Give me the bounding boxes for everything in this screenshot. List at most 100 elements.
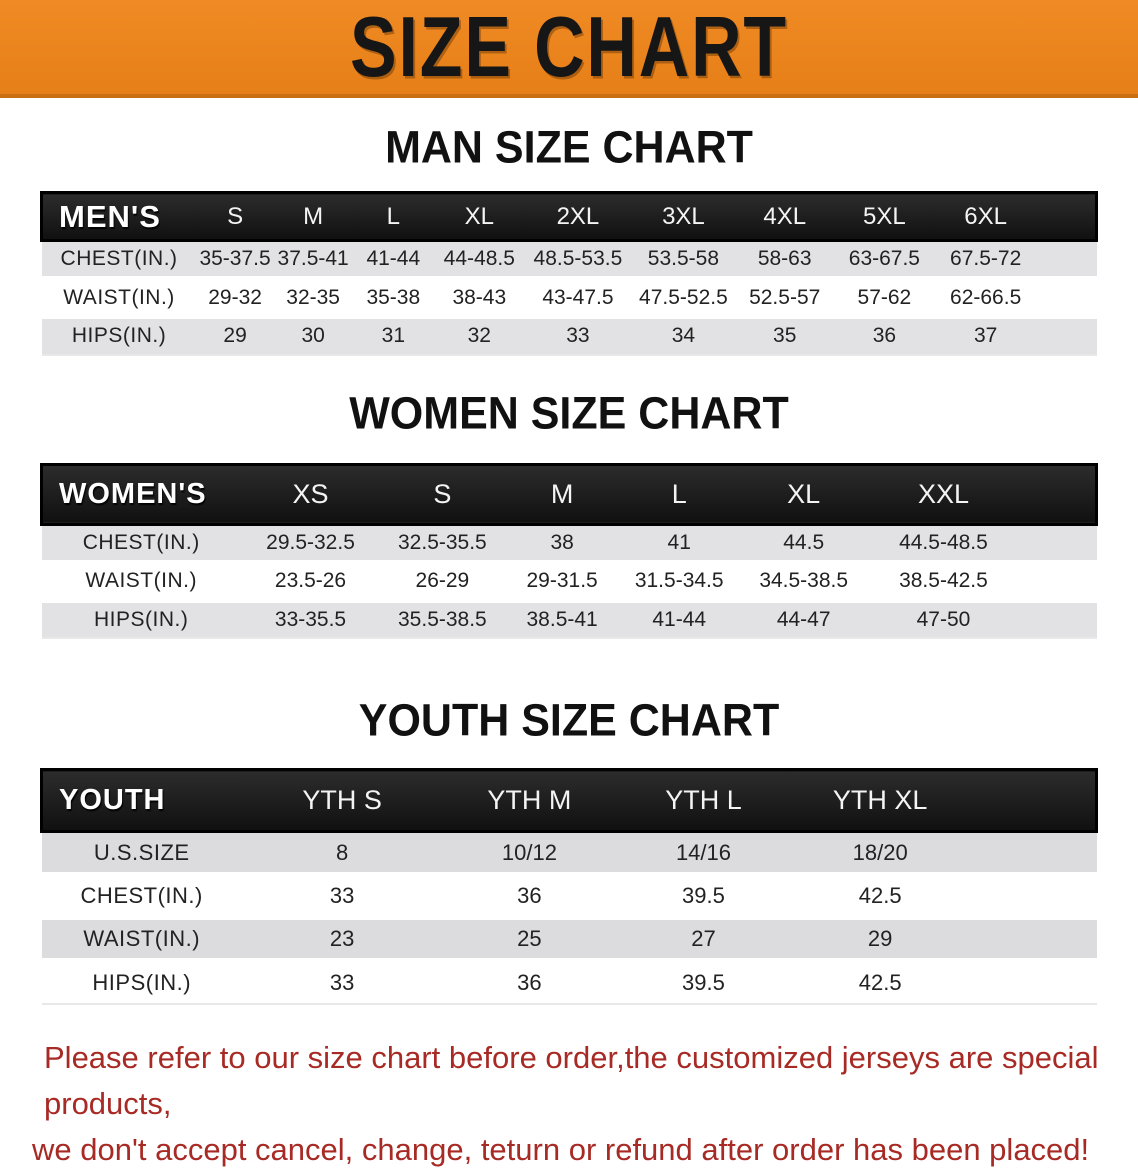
measurement-value: 32 xyxy=(433,316,525,356)
measurement-value: 58-63 xyxy=(735,240,834,281)
measurement-value: 67.5-72 xyxy=(935,240,1037,281)
measurement-value: 29-31.5 xyxy=(504,562,620,603)
measurement-row: WAIST(IN.) 23 25 27 29 xyxy=(41,917,1097,963)
size-column-header: L xyxy=(619,462,739,526)
measurement-value: 44-47 xyxy=(738,600,869,639)
size-column-header: M xyxy=(504,462,620,526)
measurement-value: 23 xyxy=(241,917,443,963)
row-spacer xyxy=(969,831,1097,877)
measurement-value: 25 xyxy=(442,917,617,963)
measurement-row-label: U.S.SIZE xyxy=(41,831,242,877)
measurement-value: 44.5-48.5 xyxy=(868,524,1019,565)
row-spacer xyxy=(969,960,1097,1005)
row-spacer xyxy=(1018,600,1097,639)
measurement-value: 39.5 xyxy=(616,874,791,920)
size-column-header: YTH S xyxy=(241,768,443,833)
measurement-row: CHEST(IN.) 29.5-32.5 32.5-35.5 38 41 44.5 44.5… xyxy=(41,524,1097,565)
measurement-value: 30 xyxy=(273,316,353,356)
size-column-header: L xyxy=(352,191,434,242)
size-column-header: S xyxy=(380,462,505,526)
size-column-header: 3XL xyxy=(631,191,736,242)
women-size-table: WOMEN'S XS S M L XL XXL CHEST(IN.) 29.5-32.5 32.5… xyxy=(39,462,1099,639)
measurement-row: WAIST(IN.) 29-32 32-35 35-38 38-43 43-47.5 47.… xyxy=(41,278,1097,319)
measurement-row-label: HIPS(IN.) xyxy=(41,316,197,356)
measurement-value: 34 xyxy=(631,316,736,356)
measurement-value: 29 xyxy=(196,316,274,356)
measurement-value: 62-66.5 xyxy=(935,278,1037,319)
measurement-value: 33 xyxy=(241,960,443,1005)
measurement-value: 36 xyxy=(442,874,617,920)
measurement-value: 8 xyxy=(241,831,443,877)
measurement-value: 39.5 xyxy=(616,960,791,1005)
row-spacer xyxy=(1018,562,1097,603)
row-spacer xyxy=(1036,316,1097,356)
table-group-label: WOMEN'S xyxy=(39,462,241,526)
measurement-value: 29 xyxy=(790,917,970,963)
measurement-value: 42.5 xyxy=(790,960,970,1005)
youth-size-table: YOUTH YTH S YTH M YTH L YTH XL U.S.SIZE 8 10/12… xyxy=(39,768,1098,1005)
women-section-heading: WOMEN SIZE CHART xyxy=(349,388,789,439)
measurement-row-label: CHEST(IN.) xyxy=(41,524,241,565)
size-column-header: 2XL xyxy=(524,191,632,242)
measurement-value: 38-43 xyxy=(433,278,525,319)
measurement-value: 41-44 xyxy=(619,600,739,639)
measurement-value: 32-35 xyxy=(273,278,353,319)
header-spacer xyxy=(1036,191,1099,242)
size-column-header: XS xyxy=(240,462,381,526)
youth-section-heading: YOUTH SIZE CHART xyxy=(358,695,780,747)
man-section-heading: MAN SIZE CHART xyxy=(385,122,753,174)
measurement-value: 33-35.5 xyxy=(240,600,381,639)
measurement-value: 27 xyxy=(616,917,791,963)
size-column-header: 4XL xyxy=(735,191,834,242)
measurement-value: 35 xyxy=(735,316,834,356)
measurement-row: HIPS(IN.) 33-35.5 35.5-38.5 38.5-41 41-44 44-… xyxy=(41,600,1097,639)
measurement-value: 36 xyxy=(833,316,936,356)
measurement-value: 44-48.5 xyxy=(433,240,525,281)
measurement-value: 23.5-26 xyxy=(240,562,381,603)
women-table-wrap: WOMEN'S XS S M L XL XXL CHEST(IN.) 29.5-32.5 32.5… xyxy=(0,462,1138,639)
measurement-value: 37.5-41 xyxy=(273,240,353,281)
size-header-row: MEN'S S M L XL 2XL 3XL 4XL 5XL 6XL xyxy=(39,191,1099,242)
size-header-row: WOMEN'S XS S M L XL XXL xyxy=(39,462,1099,526)
measurement-value: 31 xyxy=(352,316,434,356)
size-column-header: YTH L xyxy=(616,768,791,833)
measurement-value: 32.5-35.5 xyxy=(380,524,505,565)
measurement-row: HIPS(IN.) 33 36 39.5 42.5 xyxy=(41,960,1097,1005)
table-group-label: YOUTH xyxy=(39,768,242,833)
measurement-value: 31.5-34.5 xyxy=(619,562,739,603)
row-spacer xyxy=(1018,524,1097,565)
table-group-label: MEN'S xyxy=(39,191,197,242)
measurement-value: 38 xyxy=(504,524,620,565)
measurement-value: 35.5-38.5 xyxy=(380,600,505,639)
size-header-row: YOUTH YTH S YTH M YTH L YTH XL xyxy=(39,768,1098,833)
measurement-row: WAIST(IN.) 23.5-26 26-29 29-31.5 31.5-34.5 34… xyxy=(41,562,1097,603)
disclaimer-line-1: Please refer to our size chart before or… xyxy=(44,1039,1099,1121)
measurement-row-label: WAIST(IN.) xyxy=(41,278,197,319)
header-spacer xyxy=(969,768,1098,833)
measurement-value: 44.5 xyxy=(738,524,869,565)
measurement-value: 41 xyxy=(619,524,739,565)
measurement-value: 38.5-42.5 xyxy=(868,562,1019,603)
measurement-value: 29-32 xyxy=(196,278,274,319)
measurement-value: 37 xyxy=(935,316,1037,356)
measurement-value: 57-62 xyxy=(833,278,936,319)
measurement-row-label: HIPS(IN.) xyxy=(41,960,242,1005)
size-column-header: S xyxy=(196,191,274,242)
size-column-header: M xyxy=(273,191,353,242)
measurement-value: 29.5-32.5 xyxy=(240,524,381,565)
measurement-value: 43-47.5 xyxy=(524,278,632,319)
header-spacer xyxy=(1018,462,1099,526)
men-size-table: MEN'S S M L XL 2XL 3XL 4XL 5XL 6XL CHEST(IN.) 35-37… xyxy=(39,191,1099,356)
measurement-value: 36 xyxy=(442,960,617,1005)
measurement-value: 14/16 xyxy=(616,831,791,877)
measurement-value: 52.5-57 xyxy=(735,278,834,319)
measurement-row-label: HIPS(IN.) xyxy=(41,600,241,639)
row-spacer xyxy=(969,917,1097,963)
measurement-value: 33 xyxy=(524,316,632,356)
size-column-header: YTH XL xyxy=(790,768,970,833)
size-column-header: 5XL xyxy=(833,191,936,242)
measurement-value: 10/12 xyxy=(442,831,617,877)
size-column-header: 6XL xyxy=(935,191,1037,242)
measurement-value: 48.5-53.5 xyxy=(524,240,632,281)
measurement-row: U.S.SIZE 8 10/12 14/16 18/20 xyxy=(41,831,1097,877)
